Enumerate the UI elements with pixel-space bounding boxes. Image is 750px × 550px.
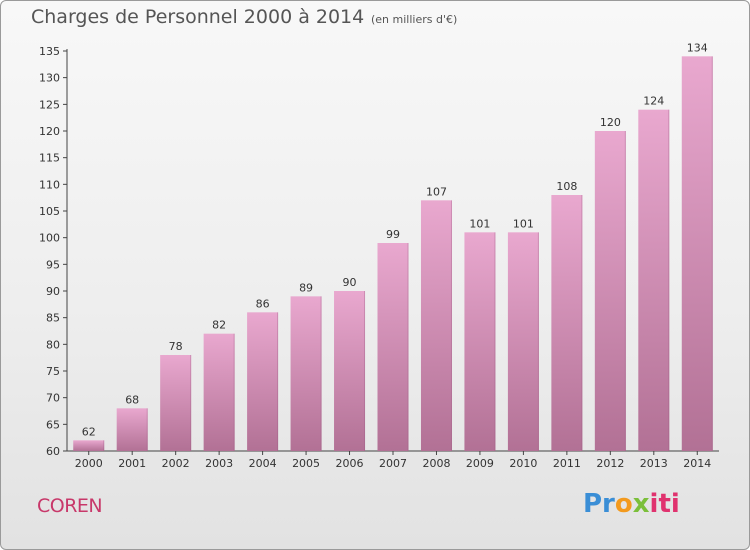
y-tick-label: 60 (46, 445, 60, 458)
y-tick-label: 120 (39, 125, 60, 138)
bar (464, 232, 496, 451)
x-tick-label: 2004 (249, 457, 277, 470)
y-tick-label: 65 (46, 418, 60, 431)
y-tick-label: 95 (46, 258, 60, 271)
x-tick-label: 2013 (640, 457, 668, 470)
bar (73, 440, 105, 451)
y-tick-label: 75 (46, 365, 60, 378)
bar-value-label: 62 (82, 425, 96, 438)
bar-value-label: 124 (643, 95, 664, 108)
x-tick-label: 2009 (466, 457, 494, 470)
bar-value-label: 134 (687, 41, 708, 54)
bar-value-label: 107 (426, 185, 447, 198)
bar-value-label: 78 (169, 340, 183, 353)
brand-part: x (632, 489, 650, 519)
x-tick-label: 2003 (205, 457, 233, 470)
x-tick-label: 2012 (596, 457, 624, 470)
bar-value-label: 101 (469, 217, 490, 230)
x-tick-label: 2006 (336, 457, 364, 470)
brand-logo: Proxiti (583, 489, 680, 519)
x-tick-label: 2010 (509, 457, 537, 470)
y-tick-label: 110 (39, 178, 60, 191)
bar-value-label: 86 (256, 297, 270, 310)
bar (247, 312, 279, 451)
bar (334, 291, 366, 451)
y-tick-label: 85 (46, 312, 60, 325)
chart-title: Charges de Personnel 2000 à 2014 (31, 6, 365, 28)
bar (203, 333, 235, 451)
brand-part: iti (649, 489, 680, 519)
y-tick-label: 90 (46, 285, 60, 298)
brand-part: Pr (583, 489, 615, 519)
y-tick-label: 130 (39, 72, 60, 85)
x-tick-label: 2002 (162, 457, 190, 470)
brand-part: o (614, 489, 633, 519)
y-tick-label: 100 (39, 232, 60, 245)
x-tick-label: 2005 (292, 457, 320, 470)
x-tick-label: 2011 (553, 457, 581, 470)
commune-name: COREN (37, 495, 103, 517)
bar (551, 195, 583, 451)
y-tick-label: 115 (39, 152, 60, 165)
bar (681, 56, 713, 451)
bar (116, 408, 148, 451)
y-tick-label: 105 (39, 205, 60, 218)
y-tick-label: 70 (46, 392, 60, 405)
bar (594, 131, 626, 451)
bar-value-label: 99 (386, 228, 400, 241)
y-tick-label: 135 (39, 45, 60, 58)
bar-value-label: 120 (600, 116, 621, 129)
bar-value-label: 68 (125, 393, 139, 406)
bar-value-label: 89 (299, 281, 313, 294)
bar-value-label: 108 (556, 180, 577, 193)
bar (507, 232, 539, 451)
bar (420, 200, 452, 451)
y-tick-label: 80 (46, 338, 60, 351)
bar (290, 296, 322, 451)
x-tick-label: 2014 (683, 457, 711, 470)
x-tick-label: 2000 (75, 457, 103, 470)
chart-subtitle: (en milliers d'€) (371, 13, 458, 26)
x-tick-label: 2001 (118, 457, 146, 470)
y-tick-label: 125 (39, 98, 60, 111)
x-tick-label: 2007 (379, 457, 407, 470)
bar (160, 355, 192, 451)
x-tick-label: 2008 (422, 457, 450, 470)
bar (377, 243, 409, 451)
bar-value-label: 90 (343, 276, 357, 289)
bar (638, 109, 670, 452)
bar-value-label: 101 (513, 217, 534, 230)
bar-value-label: 82 (212, 319, 226, 332)
